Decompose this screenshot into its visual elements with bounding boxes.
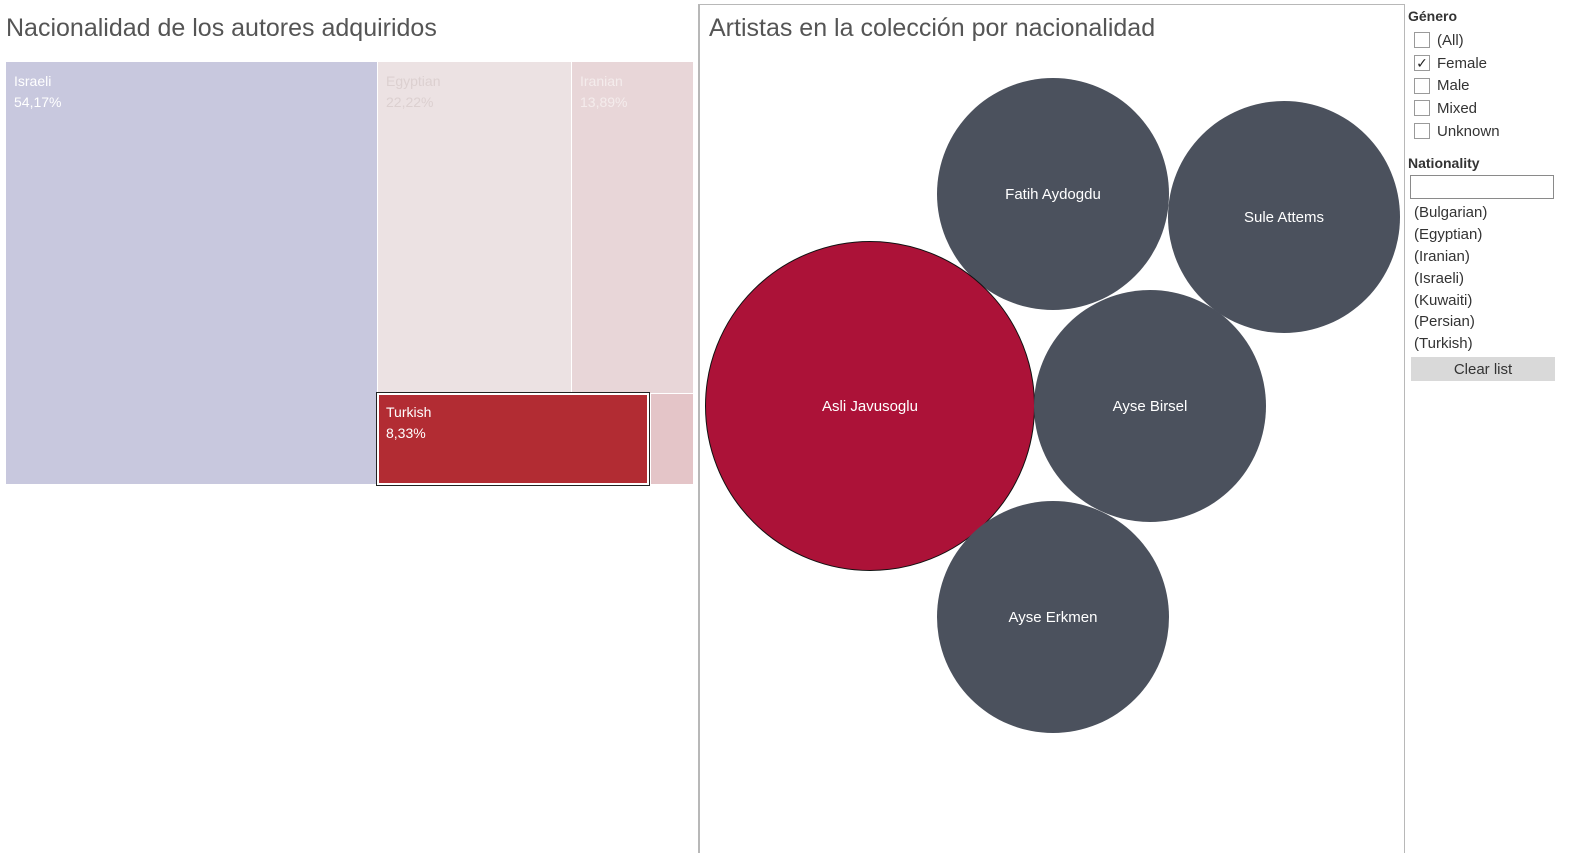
treemap-cell-israeli[interactable]: Israeli 54,17% (6, 62, 377, 484)
checkbox-unchecked-icon[interactable] (1414, 77, 1430, 94)
bubble-ayse-birsel[interactable]: Ayse Birsel (1034, 290, 1266, 522)
bubble-ayse-erkmen[interactable]: Ayse Erkmen (937, 501, 1169, 733)
bubble-label: Fatih Aydogdu (1005, 185, 1101, 203)
sheet-divider (1404, 4, 1405, 853)
checkbox-checked-icon[interactable]: ✓ (1414, 55, 1430, 72)
treemap-title: Nacionalidad de los autores adquiridos (6, 14, 437, 42)
option-label: Male (1437, 77, 1470, 95)
nationality-list-item[interactable]: (Persian) (1414, 313, 1475, 331)
filter-panel: Género (All) ✓ Female Male Mixed Unknown… (1408, 8, 1558, 382)
genero-option-male[interactable]: Male (1414, 74, 1558, 97)
treemap-cell-turkish[interactable]: Turkish 8,33% (376, 392, 650, 486)
treemap-cell-iranian[interactable]: Iranian 13,89% (572, 62, 693, 393)
option-label: Mixed (1437, 99, 1478, 117)
treemap-cell-egyptian[interactable]: Egyptian 22,22% (378, 62, 571, 393)
treemap-percent: 8,33% (386, 425, 426, 441)
nationality-list-item[interactable]: (Turkish) (1414, 335, 1473, 353)
bubble-label: Asli Javusoglu (822, 397, 918, 415)
bubble-fatih-aydogdu[interactable]: Fatih Aydogdu (937, 78, 1169, 310)
genero-filter-options: (All) ✓ Female Male Mixed Unknown (1408, 29, 1558, 142)
sheet-border-top (700, 4, 1405, 5)
sheet-divider (698, 4, 700, 853)
treemap-percent: 54,17% (14, 94, 62, 110)
treemap-percent: 22,22% (386, 94, 434, 110)
treemap-cell-other[interactable] (651, 394, 693, 484)
bubble-label: Sule Attems (1243, 208, 1325, 226)
genero-option-mixed[interactable]: Mixed (1414, 97, 1558, 120)
treemap-percent: 13,89% (580, 94, 628, 110)
treemap-label-israeli: Israeli 54,17% (14, 71, 61, 113)
treemap-nationality: Israeli (14, 73, 52, 89)
genero-option-all[interactable]: (All) (1414, 29, 1558, 52)
nationality-list-item[interactable]: (Bulgarian) (1414, 204, 1488, 222)
nationality-filter-heading: Nationality (1408, 155, 1480, 172)
checkbox-unchecked-icon[interactable] (1414, 123, 1430, 140)
bubble-asli-javusoglu[interactable]: Asli Javusoglu (705, 241, 1035, 571)
treemap-nationality: Turkish (386, 404, 432, 420)
option-label: Female (1437, 54, 1488, 72)
checkbox-unchecked-icon[interactable] (1414, 100, 1430, 117)
checkbox-unchecked-icon[interactable] (1414, 32, 1430, 49)
option-label: Unknown (1437, 122, 1500, 140)
genero-filter-heading: Género (1408, 8, 1458, 24)
genero-option-female[interactable]: ✓ Female (1414, 52, 1558, 75)
treemap-nationality: Iranian (580, 73, 623, 89)
treemap-label-turkish: Turkish 8,33% (386, 402, 431, 444)
nationality-list: (Bulgarian) (Egyptian) (Iranian) (Israel… (1408, 202, 1558, 355)
option-label: (All) (1437, 31, 1464, 49)
bubble-sule-attems[interactable]: Sule Attems (1168, 101, 1400, 333)
genero-option-unknown[interactable]: Unknown (1414, 120, 1558, 143)
nationality-list-item[interactable]: (Iranian) (1414, 248, 1470, 266)
clear-list-button[interactable]: Clear list (1411, 357, 1555, 382)
nationality-list-item[interactable]: (Egyptian) (1414, 226, 1483, 244)
nationality-list-item[interactable]: (Israeli) (1414, 269, 1465, 287)
bubble-chart-title: Artistas en la colección por nacionalida… (709, 14, 1156, 42)
treemap-label-iranian: Iranian 13,89% (580, 71, 627, 113)
bubble-label: Ayse Birsel (1112, 397, 1188, 415)
treemap-label-egyptian: Egyptian 22,22% (386, 71, 440, 113)
nationality-list-item[interactable]: (Kuwaiti) (1414, 291, 1473, 309)
nationality-search-input[interactable] (1410, 175, 1554, 200)
treemap-nationality: Egyptian (386, 73, 441, 89)
bubble-label: Ayse Erkmen (1008, 608, 1098, 626)
